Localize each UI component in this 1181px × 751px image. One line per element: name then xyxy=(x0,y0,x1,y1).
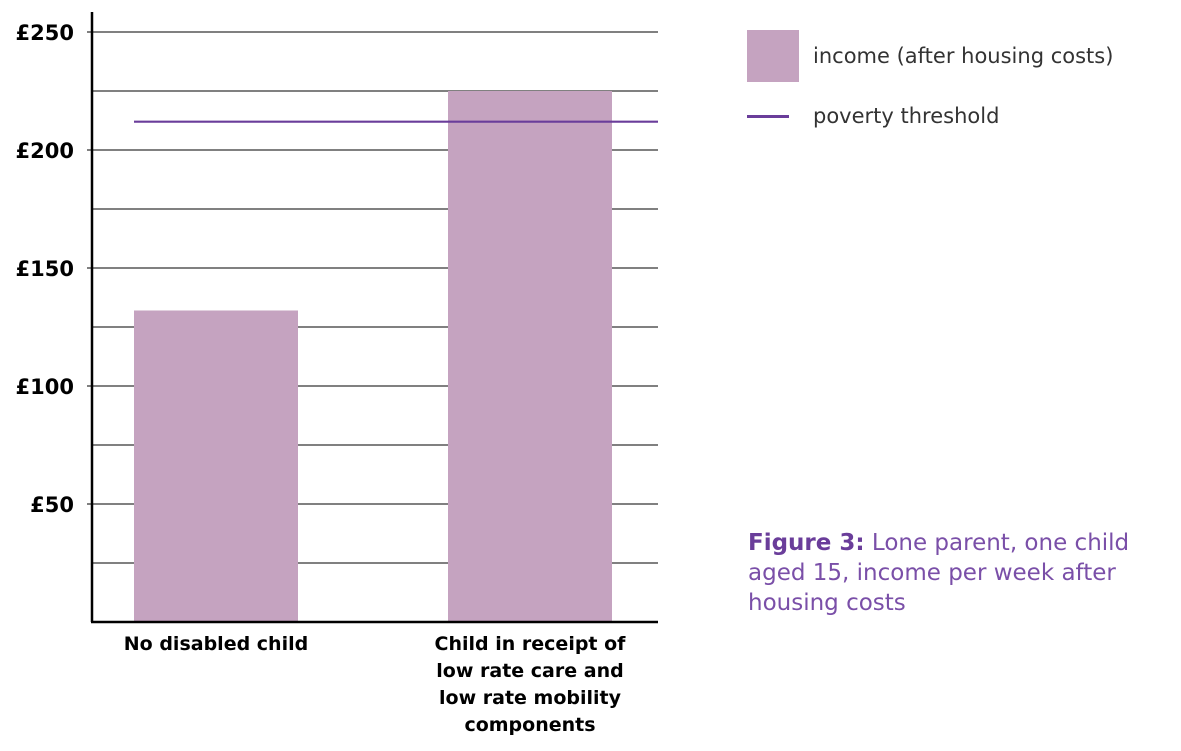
y-tick-labels: £50 £100 £150 £200 £250 xyxy=(16,21,74,517)
caption-text: Lone parent, one child aged 15, income p… xyxy=(748,530,1130,616)
bar xyxy=(448,91,612,622)
category-label-line: No disabled child xyxy=(124,633,308,655)
category-label-line: low rate care and xyxy=(436,660,623,682)
y-tick-label: £100 xyxy=(16,375,74,399)
bar-chart: £50 £100 £150 £200 £250 No disabled child Chi… xyxy=(16,12,658,736)
bars xyxy=(134,91,612,622)
figure-caption: Figure 3: Lone parent, one child aged 15… xyxy=(748,528,1178,618)
legend-item-income: income (after housing costs) xyxy=(747,30,1177,82)
legend: income (after housing costs) poverty thr… xyxy=(747,30,1177,150)
category-label-line: low rate mobility xyxy=(439,687,622,709)
axes xyxy=(90,12,658,624)
category-label-line: components xyxy=(464,714,595,736)
y-tick-label: £50 xyxy=(30,493,74,517)
category-labels: No disabled child Child in receipt of low … xyxy=(124,633,626,736)
y-tick-label: £150 xyxy=(16,257,74,281)
legend-item-threshold: poverty threshold xyxy=(747,104,1177,128)
legend-swatch-income xyxy=(747,30,799,82)
caption-lead: Figure 3: xyxy=(748,530,865,556)
legend-line-wrap xyxy=(747,106,799,126)
legend-label-income: income (after housing costs) xyxy=(813,44,1114,68)
bar xyxy=(134,310,298,622)
y-tick-label: £250 xyxy=(16,21,74,45)
category-label: No disabled child xyxy=(124,633,308,655)
category-label-line: Child in receipt of xyxy=(435,633,627,655)
legend-line-threshold xyxy=(747,114,789,118)
y-tick-label: £200 xyxy=(16,139,74,163)
category-label: Child in receipt of low rate care and low … xyxy=(435,633,627,736)
legend-label-threshold: poverty threshold xyxy=(813,104,1000,128)
